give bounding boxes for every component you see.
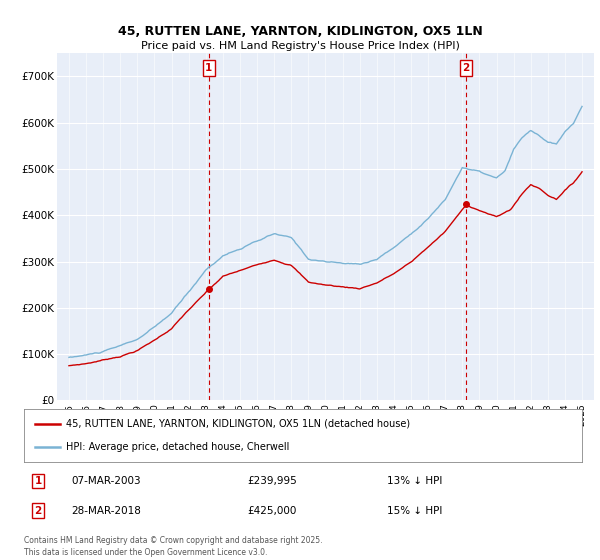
Text: HPI: Average price, detached house, Cherwell: HPI: Average price, detached house, Cher… (66, 442, 289, 452)
Text: Contains HM Land Registry data © Crown copyright and database right 2025.
This d: Contains HM Land Registry data © Crown c… (24, 536, 323, 557)
Text: 07-MAR-2003: 07-MAR-2003 (71, 476, 141, 486)
Text: £239,995: £239,995 (247, 476, 297, 486)
Text: 2: 2 (463, 63, 470, 73)
Text: 45, RUTTEN LANE, YARNTON, KIDLINGTON, OX5 1LN: 45, RUTTEN LANE, YARNTON, KIDLINGTON, OX… (118, 25, 482, 38)
Text: 28-MAR-2018: 28-MAR-2018 (71, 506, 142, 516)
Text: Price paid vs. HM Land Registry's House Price Index (HPI): Price paid vs. HM Land Registry's House … (140, 41, 460, 51)
Text: 13% ↓ HPI: 13% ↓ HPI (387, 476, 442, 486)
Text: 1: 1 (205, 63, 212, 73)
Text: £425,000: £425,000 (247, 506, 296, 516)
Text: 1: 1 (34, 476, 41, 486)
Text: 2: 2 (34, 506, 41, 516)
Text: 45, RUTTEN LANE, YARNTON, KIDLINGTON, OX5 1LN (detached house): 45, RUTTEN LANE, YARNTON, KIDLINGTON, OX… (66, 419, 410, 429)
Text: 15% ↓ HPI: 15% ↓ HPI (387, 506, 442, 516)
